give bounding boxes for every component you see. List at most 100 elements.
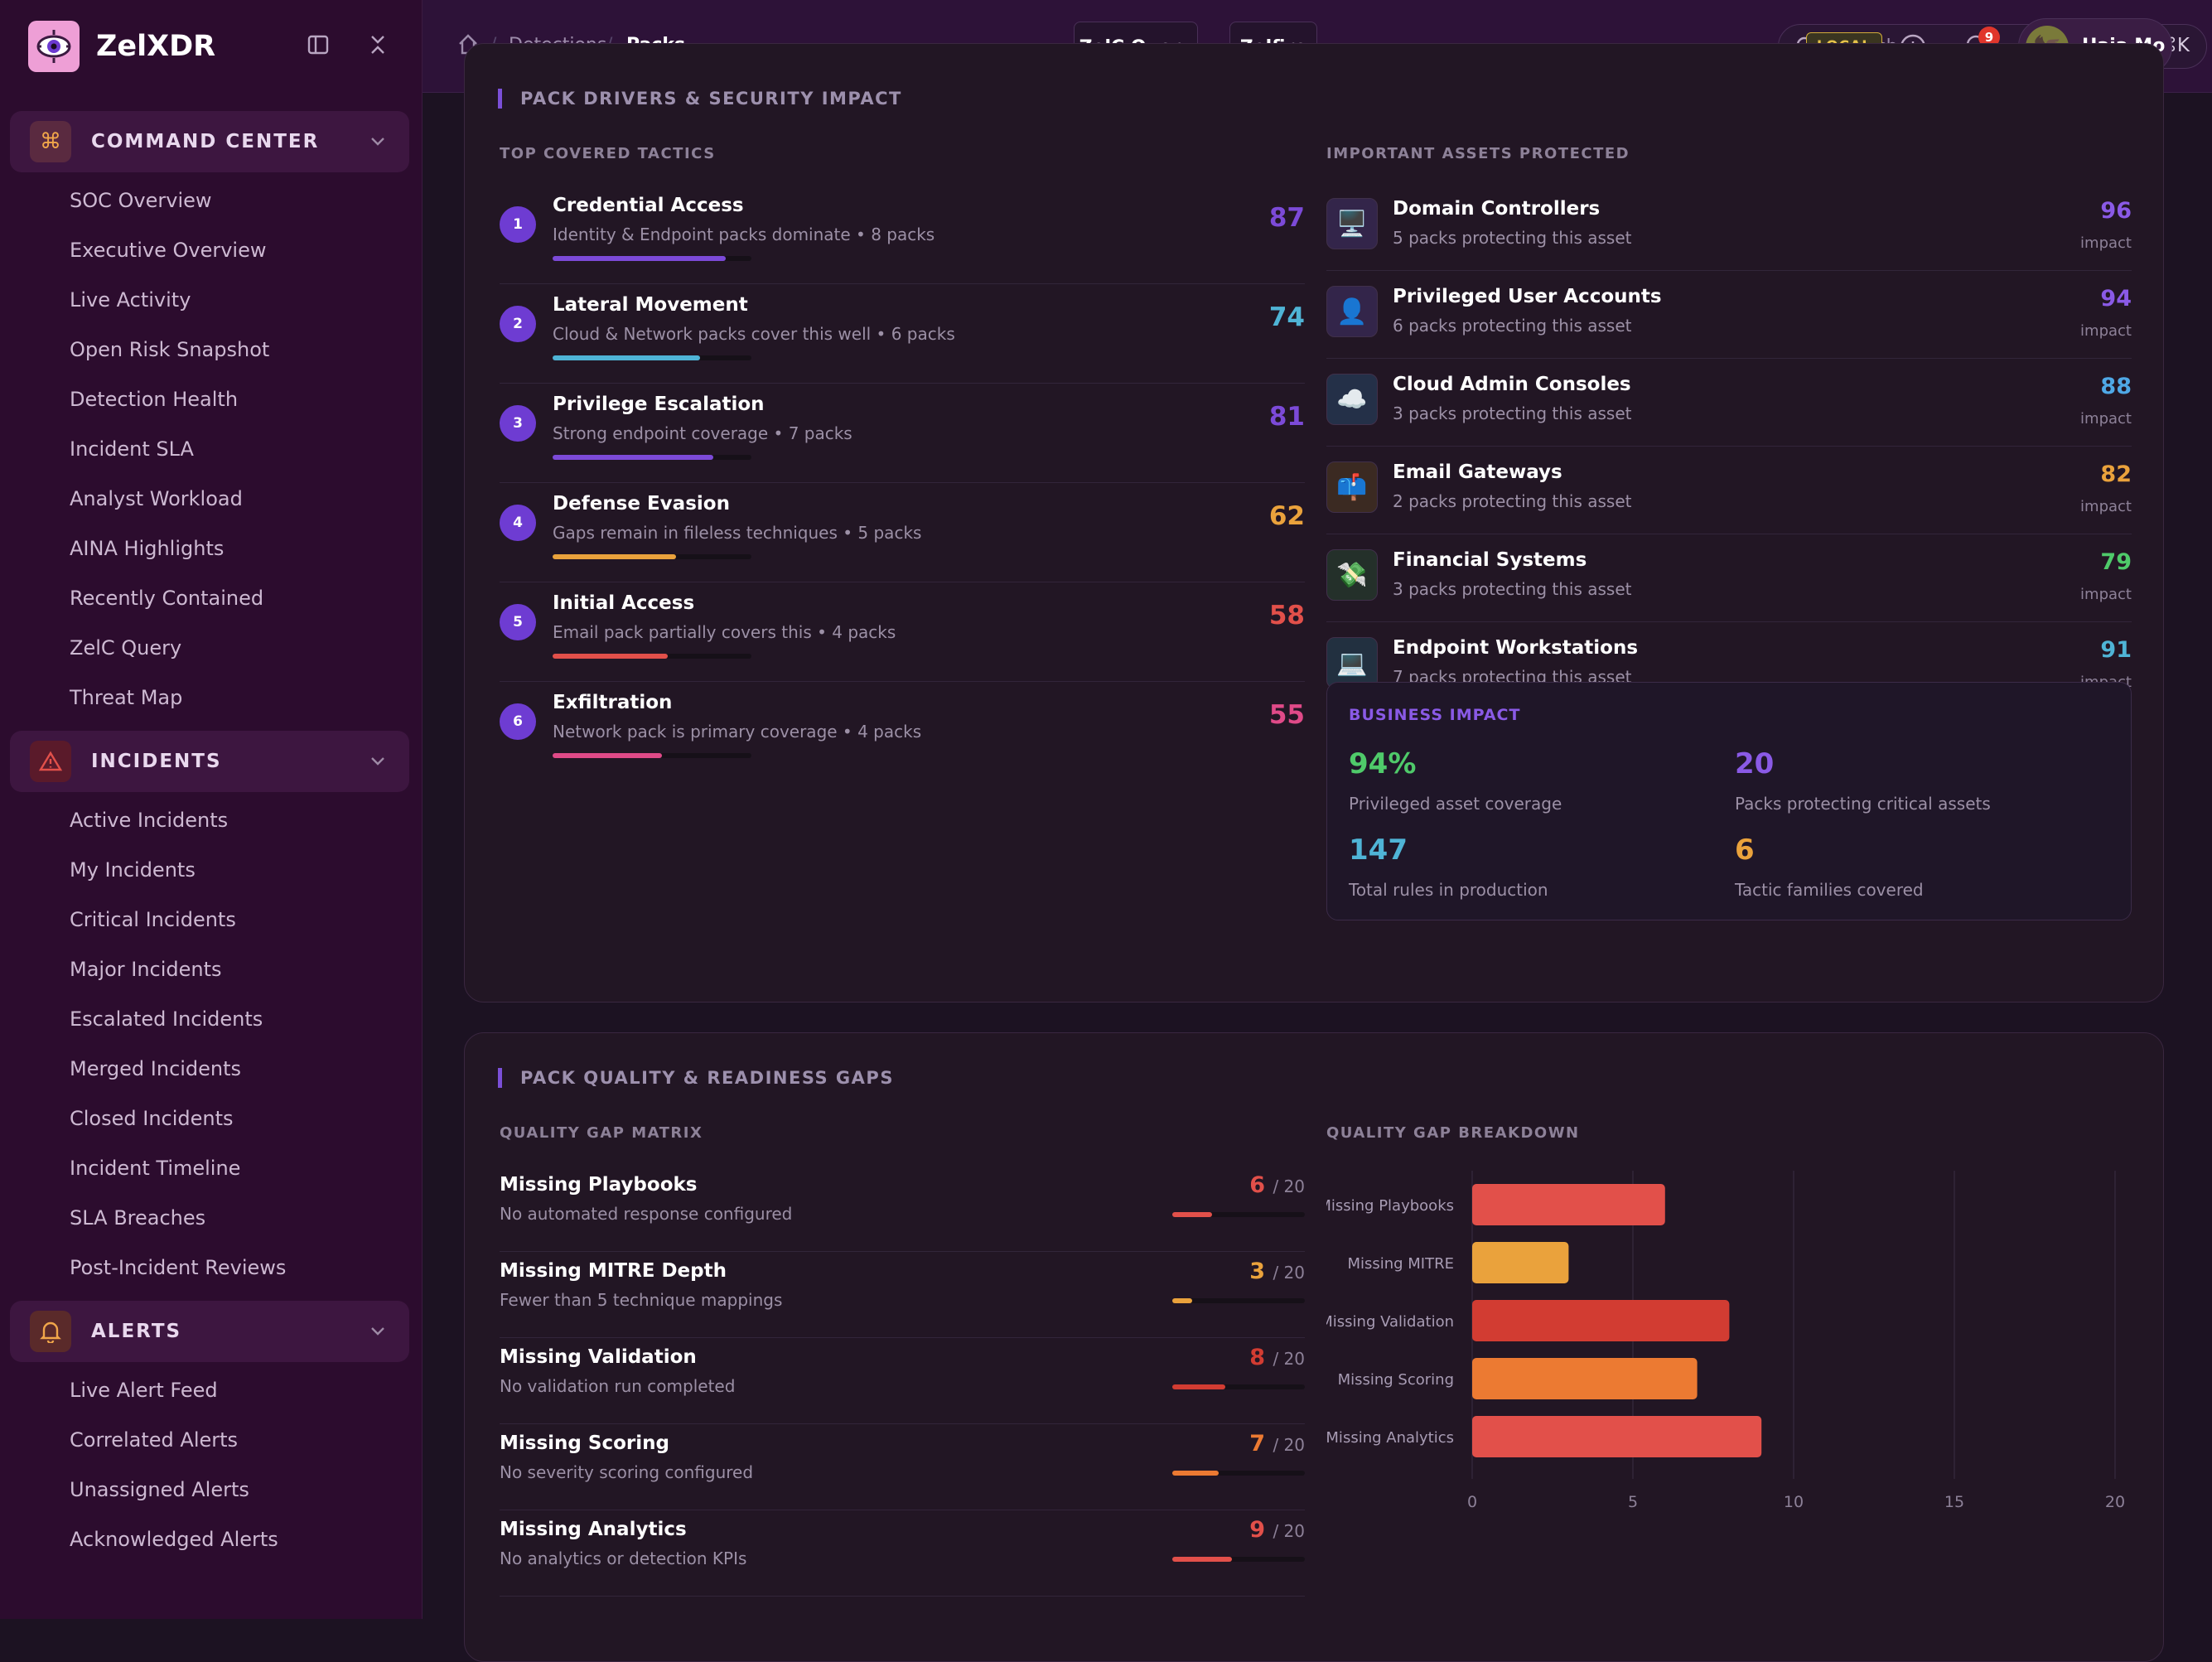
sidebar-item-post-incident-reviews[interactable]: Post-Incident Reviews: [70, 1256, 287, 1279]
gap-row[interactable]: Missing Scoring No severity scoring conf…: [500, 1424, 1305, 1510]
gap-row[interactable]: Missing Analytics No analytics or detect…: [500, 1510, 1305, 1597]
asset-row[interactable]: 💸 Financial Systems 3 packs protecting t…: [1326, 534, 2132, 622]
brand[interactable]: ZelXDR: [28, 20, 215, 73]
gap-bar: [1172, 1384, 1305, 1389]
sidebar-item-open-risk-snapshot[interactable]: Open Risk Snapshot: [70, 338, 270, 361]
asset-name: Domain Controllers: [1393, 198, 1601, 220]
gap-fill: [1172, 1384, 1225, 1389]
sidebar-item-detection-health[interactable]: Detection Health: [70, 388, 239, 411]
sidebar-item-live-alert-feed[interactable]: Live Alert Feed: [70, 1379, 218, 1402]
asset-row[interactable]: ☁️ Cloud Admin Consoles 3 packs protecti…: [1326, 359, 2132, 447]
sidebar-toggle-icon[interactable]: [302, 28, 335, 61]
asset-sub: 3 packs protecting this asset: [1393, 579, 1632, 599]
tactic-row[interactable]: 6 Exfiltration Network pack is primary c…: [500, 682, 1305, 781]
stat-label: Tactic families covered: [1735, 880, 1924, 900]
section-command-center[interactable]: ⌘ COMMAND CENTER: [10, 111, 409, 172]
coverage-fill: [553, 355, 700, 360]
gap-row[interactable]: Missing MITRE Depth Fewer than 5 techniq…: [500, 1252, 1305, 1338]
warning-icon: [30, 741, 71, 782]
sidebar-item-analyst-workload[interactable]: Analyst Workload: [70, 487, 243, 510]
bar[interactable]: [1472, 1300, 1730, 1341]
money-icon: 💸: [1326, 549, 1378, 601]
sidebar-item-escalated-incidents[interactable]: Escalated Incidents: [70, 1007, 263, 1031]
section-label: INCIDENTS: [91, 751, 222, 772]
tactic-sub: Strong endpoint coverage • 7 packs: [553, 423, 852, 443]
stat-value: 147: [1349, 833, 1408, 867]
gap-count: 3 / 20: [1249, 1259, 1305, 1284]
asset-row[interactable]: 🖥️ Domain Controllers 5 packs protecting…: [1326, 183, 2132, 271]
tactic-row[interactable]: 4 Defense Evasion Gaps remain in fileles…: [500, 483, 1305, 582]
bar[interactable]: [1472, 1416, 1762, 1457]
sidebar-item-soc-overview[interactable]: SOC Overview: [70, 189, 212, 212]
coverage-bar: [553, 753, 751, 758]
sidebar-item-merged-incidents[interactable]: Merged Incidents: [70, 1057, 242, 1080]
gap-sub: No automated response configured: [500, 1204, 793, 1224]
asset-impact: 96: [2100, 198, 2132, 224]
asset-row[interactable]: 📫 Email Gateways 2 packs protecting this…: [1326, 447, 2132, 534]
stat-value: 6: [1735, 833, 1755, 867]
tactic-row[interactable]: 2 Lateral Movement Cloud & Network packs…: [500, 284, 1305, 384]
coverage-fill: [553, 654, 669, 659]
sidebar-item-aina-highlights[interactable]: AINA Highlights: [70, 537, 225, 560]
gap-total: 20: [1283, 1435, 1305, 1455]
sidebar-item-sla-breaches[interactable]: SLA Breaches: [70, 1206, 206, 1230]
rank-badge: 4: [500, 505, 536, 541]
sidebar-item-zelc-query[interactable]: ZelC Query: [70, 636, 182, 659]
command-icon: ⌘: [30, 121, 71, 162]
sidebar-item-recently-contained[interactable]: Recently Contained: [70, 587, 264, 610]
tactic-sub: Gaps remain in fileless techniques • 5 p…: [553, 523, 922, 543]
gap-sub: No validation run completed: [500, 1376, 736, 1396]
tactic-row[interactable]: 3 Privilege Escalation Strong endpoint c…: [500, 384, 1305, 483]
sidebar-item-correlated-alerts[interactable]: Correlated Alerts: [70, 1428, 239, 1452]
stat-label: Privileged asset coverage: [1349, 794, 1562, 814]
rank-badge: 5: [500, 604, 536, 640]
sidebar-item-executive-overview[interactable]: Executive Overview: [70, 239, 267, 262]
tactic-score: 55: [1268, 700, 1305, 730]
asset-sub: 2 packs protecting this asset: [1393, 491, 1632, 511]
rank-badge: 3: [500, 405, 536, 442]
tactic-score: 62: [1268, 501, 1305, 531]
x-tick-label: 10: [1784, 1493, 1804, 1511]
tactic-row[interactable]: 5 Initial Access Email pack partially co…: [500, 582, 1305, 682]
gap-bar: [1172, 1471, 1305, 1476]
sidebar-item-critical-incidents[interactable]: Critical Incidents: [70, 908, 236, 931]
section-incidents[interactable]: INCIDENTS: [10, 731, 409, 792]
sidebar-item-major-incidents[interactable]: Major Incidents: [70, 958, 222, 981]
asset-impact-unit: impact: [2080, 586, 2132, 603]
gap-value: 6: [1249, 1172, 1266, 1198]
sidebar-item-closed-incidents[interactable]: Closed Incidents: [70, 1107, 234, 1130]
sidebar-item-my-incidents[interactable]: My Incidents: [70, 858, 196, 882]
section-alerts[interactable]: ALERTS: [10, 1301, 409, 1362]
tactic-name: Defense Evasion: [553, 493, 730, 515]
gap-total: 20: [1283, 1176, 1305, 1196]
sidebar-item-unassigned-alerts[interactable]: Unassigned Alerts: [70, 1478, 249, 1501]
sidebar-item-active-incidents[interactable]: Active Incidents: [70, 809, 229, 832]
sidebar-item-acknowledged-alerts[interactable]: Acknowledged Alerts: [70, 1528, 278, 1551]
sidebar-item-incident-timeline[interactable]: Incident Timeline: [70, 1157, 241, 1180]
sidebar-item-threat-map[interactable]: Threat Map: [70, 686, 183, 709]
asset-row[interactable]: 👤 Privileged User Accounts 6 packs prote…: [1326, 271, 2132, 359]
sidebar-item-live-activity[interactable]: Live Activity: [70, 288, 191, 312]
coverage-bar: [553, 654, 751, 659]
gap-row[interactable]: Missing Playbooks No automated response …: [500, 1166, 1305, 1252]
bar[interactable]: [1472, 1184, 1665, 1225]
tactic-name: Exfiltration: [553, 692, 673, 713]
asset-name: Cloud Admin Consoles: [1393, 374, 1631, 395]
section-title: PACK QUALITY & READINESS GAPS: [498, 1068, 894, 1088]
gap-row[interactable]: Missing Validation No validation run com…: [500, 1338, 1305, 1424]
tactic-row[interactable]: 1 Credential Access Identity & Endpoint …: [500, 185, 1305, 284]
collapse-icon[interactable]: [361, 28, 394, 61]
bar[interactable]: [1472, 1242, 1569, 1283]
gap-total: 20: [1283, 1349, 1305, 1369]
sidebar-item-incident-sla[interactable]: Incident SLA: [70, 437, 194, 461]
asset-impact-unit: impact: [2080, 322, 2132, 340]
stat-label: Packs protecting critical assets: [1735, 794, 1991, 814]
stat-value: 94%: [1349, 747, 1417, 780]
stat-value: 20: [1735, 747, 1775, 780]
y-tick-label: Missing MITRE: [1347, 1255, 1454, 1273]
y-tick-label: Missing Analytics: [1326, 1429, 1454, 1447]
monitor-icon: 🖥️: [1326, 198, 1378, 249]
bar[interactable]: [1472, 1358, 1698, 1399]
asset-name: Email Gateways: [1393, 461, 1562, 483]
asset-sub: 5 packs protecting this asset: [1393, 228, 1632, 248]
